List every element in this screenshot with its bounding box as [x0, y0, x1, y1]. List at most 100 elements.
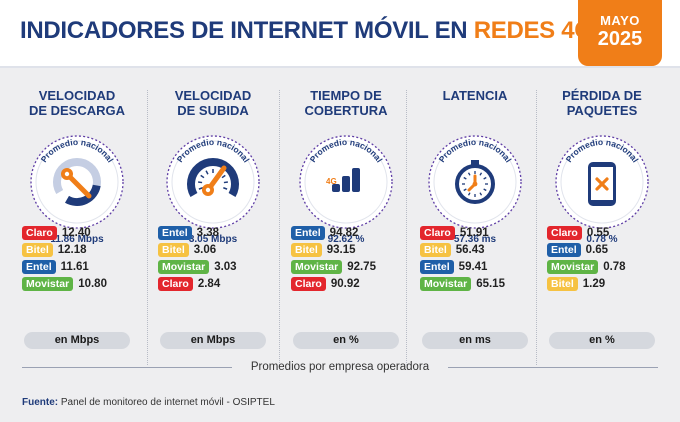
national-average-badge: Promedio nacional — [555, 135, 649, 229]
operator-value: 59.41 — [458, 261, 488, 273]
stopwatch-icon — [455, 160, 495, 204]
unit-pill: en Mbps — [24, 332, 130, 349]
page-title: INDICADORES DE INTERNET MÓVIL EN REDES 4… — [20, 17, 593, 45]
operator-badge: Movistar — [420, 277, 472, 291]
operator-value: 3.06 — [193, 244, 217, 256]
operator-value: 0.55 — [586, 227, 610, 239]
operator-badge: Bitel — [420, 243, 451, 257]
operator-badge: Bitel — [158, 243, 189, 257]
stopwatch-tick — [483, 176, 487, 180]
national-average-badge: Promedio nacional — [166, 135, 260, 229]
unit-pill: en ms — [422, 332, 528, 349]
operator-row: Entel 0.65 — [547, 243, 667, 257]
operator-badge: Claro — [291, 277, 326, 291]
signal-bar — [332, 184, 340, 192]
operator-row: Movistar 0.78 — [547, 260, 667, 274]
stopwatch-tick — [479, 172, 483, 176]
operator-row: Movistar 10.80 — [22, 277, 142, 291]
gauge-hub-dot — [64, 171, 70, 177]
operator-badge: Entel — [291, 226, 325, 240]
operator-badge: Bitel — [547, 277, 578, 291]
operator-value: 2.84 — [197, 278, 221, 290]
stopwatch-tick — [483, 188, 487, 192]
column-divider — [279, 90, 280, 365]
subtitle-line-right — [448, 367, 658, 368]
gauge-tick — [200, 174, 205, 179]
stopwatch-body — [455, 164, 495, 204]
operator-badge: Movistar — [547, 260, 599, 274]
phone-error-icon — [588, 162, 616, 206]
metric-title-line: VELOCIDAD — [174, 88, 252, 103]
national-average-value: 11.86 Mbps — [50, 234, 104, 245]
unit-pill: en % — [549, 332, 655, 349]
metric-title: VELOCIDAD DE SUBIDA — [148, 88, 278, 118]
header-bar: INDICADORES DE INTERNET MÓVIL EN REDES 4… — [0, 0, 680, 66]
operator-badge: Bitel — [22, 243, 53, 257]
operator-row: Entel 59.41 — [420, 260, 540, 274]
gauge-tick — [198, 181, 203, 184]
operator-value: 10.80 — [78, 278, 107, 290]
signal-bars-icon: 4G — [326, 168, 360, 192]
stopwatch-center — [472, 181, 478, 187]
error-mark — [595, 177, 609, 191]
operator-row: Movistar 65.15 — [420, 277, 540, 291]
operator-value: 92.75 — [347, 261, 376, 273]
metric-title-line: TIEMPO DE — [310, 88, 382, 103]
gauge-hub-dot — [205, 187, 211, 193]
operator-badge: Movistar — [22, 277, 74, 291]
stopwatch-tick — [467, 192, 471, 196]
subtitle-line-left — [22, 367, 232, 368]
national-average-value: 92.62 % — [327, 234, 365, 245]
date-month: MAYO — [600, 13, 640, 28]
operator-badge: Movistar — [291, 260, 343, 274]
stopwatch-crown — [471, 160, 479, 165]
operator-badge: Movistar — [158, 260, 210, 274]
metric-title: TIEMPO DE COBERTURA — [281, 88, 411, 118]
signal-label: 4G — [326, 177, 337, 186]
signal-bar — [352, 168, 360, 192]
upload-speed-icon — [187, 158, 239, 197]
unit-pill: en Mbps — [160, 332, 266, 349]
national-average-badge: Promedio nacional — [428, 135, 522, 229]
metric-title-line: PÉRDIDA DE — [562, 88, 642, 103]
operator-value: 3.03 — [214, 261, 237, 273]
operator-value: 93.15 — [326, 244, 356, 256]
stopwatch-tick — [463, 176, 467, 180]
operator-badge: Entel — [547, 243, 581, 257]
operator-row: Claro 90.92 — [291, 277, 411, 291]
national-average-value: 0.78 % — [586, 234, 618, 245]
operator-value: 3.38 — [196, 227, 220, 239]
title-main: INDICADORES DE INTERNET MÓVIL EN — [20, 17, 474, 44]
operator-badge: Entel — [158, 226, 192, 240]
operator-row: Movistar 3.03 — [158, 260, 278, 274]
chart-subtitle: Promedios por empresa operadora — [250, 361, 430, 373]
national-average-badge: Promedio nacional — [30, 135, 124, 229]
operator-row: Claro 2.84 — [158, 277, 278, 291]
metric-title-line: PAQUETES — [566, 103, 638, 118]
operator-value: 0.78 — [603, 261, 626, 273]
metric-title-line: DE DESCARGA — [28, 103, 126, 118]
metric-title: PÉRDIDA DE PAQUETES — [537, 88, 667, 118]
operator-badge: Bitel — [291, 243, 322, 257]
operator-row: Bitel 1.29 — [547, 277, 667, 291]
operator-value: 51.91 — [459, 227, 489, 239]
column-divider — [147, 90, 148, 365]
operator-value: 11.61 — [60, 261, 89, 273]
metric-title-line: COBERTURA — [304, 103, 388, 118]
operator-row: Claro 0.55 — [547, 226, 667, 240]
metric-title: VELOCIDAD DE DESCARGA — [12, 88, 142, 118]
operator-row: Entel 94.82 — [291, 226, 411, 240]
operator-row: Bitel 3.06 — [158, 243, 278, 257]
download-speed-icon — [53, 158, 101, 206]
operator-value: 94.82 — [329, 227, 359, 239]
national-average-value: 57.36 ms — [453, 234, 497, 245]
gauge-track — [53, 158, 101, 194]
source-text: Panel de monitoreo de internet móvil - O… — [60, 397, 275, 408]
operator-row: Movistar 92.75 — [291, 260, 411, 274]
operator-row: Bitel 93.15 — [291, 243, 411, 257]
source-label: Fuente: — [22, 397, 59, 408]
gauge-tick — [198, 187, 203, 190]
header-divider — [0, 66, 680, 68]
operator-row: Bitel 12.18 — [22, 243, 142, 257]
operator-value: 56.43 — [455, 244, 485, 256]
